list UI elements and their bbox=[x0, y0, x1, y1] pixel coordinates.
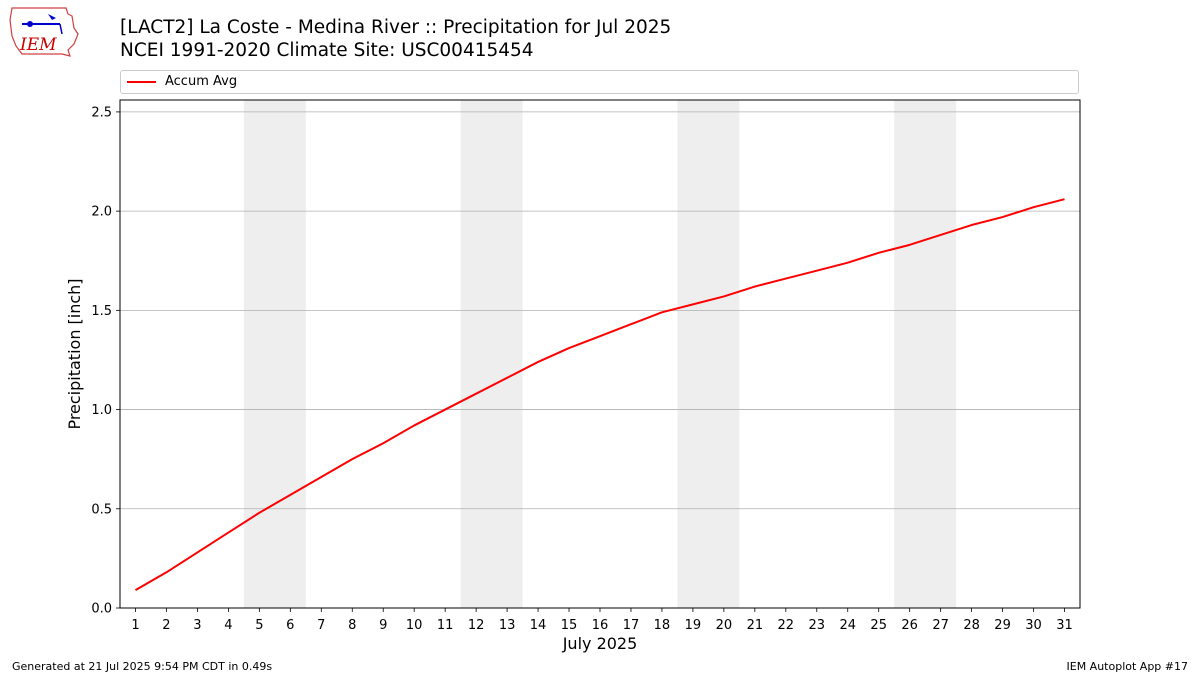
x-tick-label: 5 bbox=[255, 618, 263, 633]
weekend-band bbox=[894, 100, 957, 608]
x-tick-label: 2 bbox=[162, 618, 170, 633]
y-tick-label: 1.0 bbox=[91, 403, 112, 418]
x-tick-label: 4 bbox=[224, 618, 232, 633]
x-tick-label: 1 bbox=[131, 618, 139, 633]
x-axis-label: July 2025 bbox=[562, 634, 638, 653]
x-tick-label: 25 bbox=[870, 618, 887, 633]
logo-text: IEM bbox=[19, 35, 57, 55]
weekend-band bbox=[460, 100, 523, 608]
weekend-band bbox=[243, 100, 306, 608]
y-tick-label: 2.5 bbox=[91, 105, 112, 120]
x-tick-label: 15 bbox=[561, 618, 578, 633]
x-tick-label: 7 bbox=[317, 618, 325, 633]
x-tick-label: 18 bbox=[654, 618, 671, 633]
x-tick-label: 28 bbox=[963, 618, 980, 633]
x-tick-label: 17 bbox=[623, 618, 640, 633]
iem-logo: IEM bbox=[8, 6, 80, 58]
x-tick-label: 23 bbox=[809, 618, 826, 633]
legend-label: Accum Avg bbox=[165, 74, 238, 89]
series-line-accum-avg bbox=[134, 198, 1065, 592]
iem-logo-icon: IEM bbox=[9, 7, 79, 57]
x-tick-label: 30 bbox=[1025, 618, 1042, 633]
x-tick-label: 21 bbox=[747, 618, 764, 633]
x-tick-label: 29 bbox=[994, 618, 1011, 633]
x-tick-label: 14 bbox=[530, 618, 547, 633]
x-tick-label: 16 bbox=[592, 618, 609, 633]
x-tick-label: 27 bbox=[932, 618, 949, 633]
y-tick-label: 2.0 bbox=[91, 205, 112, 220]
footer-generated: Generated at 21 Jul 2025 9:54 PM CDT in … bbox=[12, 660, 273, 673]
plot-frame bbox=[119, 99, 1081, 609]
legend: Accum Avg bbox=[120, 70, 1079, 94]
y-axis-label: Precipitation [inch] bbox=[65, 278, 84, 429]
x-tick-label: 13 bbox=[499, 618, 516, 633]
x-tick-label: 24 bbox=[839, 618, 856, 633]
y-tick-label: 0.5 bbox=[91, 502, 112, 517]
x-tick-label: 31 bbox=[1056, 618, 1073, 633]
chart-title: [LACT2] La Coste - Medina River :: Preci… bbox=[120, 17, 672, 38]
footer-app: IEM Autoplot App #17 bbox=[1066, 660, 1189, 673]
x-tick-label: 6 bbox=[286, 618, 294, 633]
legend-swatch bbox=[127, 81, 156, 83]
x-tick-label: 12 bbox=[468, 618, 485, 633]
y-tick-label: 0.0 bbox=[91, 602, 112, 617]
x-tick-label: 10 bbox=[406, 618, 423, 633]
x-tick-label: 9 bbox=[379, 618, 387, 633]
chart-subtitle: NCEI 1991-2020 Climate Site: USC00415454 bbox=[120, 40, 534, 61]
x-tick-label: 20 bbox=[716, 618, 733, 633]
x-tick-label: 22 bbox=[778, 618, 795, 633]
y-tick-label: 1.5 bbox=[91, 304, 112, 319]
x-tick-label: 26 bbox=[901, 618, 918, 633]
x-tick-label: 11 bbox=[437, 618, 454, 633]
x-tick-label: 3 bbox=[193, 618, 201, 633]
x-tick-label: 8 bbox=[348, 618, 356, 633]
x-tick-label: 19 bbox=[685, 618, 702, 633]
weekend-band bbox=[677, 100, 740, 608]
